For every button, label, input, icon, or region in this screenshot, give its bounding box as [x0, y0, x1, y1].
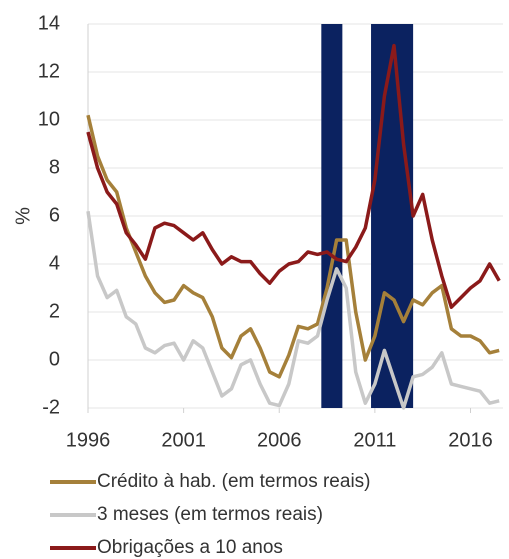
series-line [86, 114, 500, 379]
legend-label: Crédito à hab. (em termos reais) [97, 471, 371, 492]
y-tick-label: 6 [49, 204, 60, 226]
series-line [86, 210, 500, 410]
series-line [86, 43, 501, 309]
y-axis-label: % [12, 207, 34, 225]
y-tick-label: 0 [49, 348, 60, 370]
y-tick-label: 10 [38, 108, 60, 130]
x-tick-label: 2016 [448, 429, 493, 451]
y-tick-label: -2 [42, 396, 60, 418]
y-tick-label: 8 [49, 156, 60, 178]
y-tick-label: 2 [49, 300, 60, 322]
x-tick-label: 2001 [161, 429, 206, 451]
y-tick-label: 12 [38, 60, 60, 82]
legend-label: 3 meses (em termos reais) [97, 504, 323, 525]
shaded-period [321, 24, 343, 408]
y-tick-label: 14 [38, 12, 60, 34]
legend-label: Obrigações a 10 anos [97, 537, 283, 558]
y-tick-label: 4 [49, 252, 60, 274]
x-tick-label: 2006 [257, 429, 302, 451]
shaded-period [371, 24, 414, 408]
x-tick-label: 1996 [66, 429, 111, 451]
x-tick-label: 2011 [353, 429, 396, 451]
